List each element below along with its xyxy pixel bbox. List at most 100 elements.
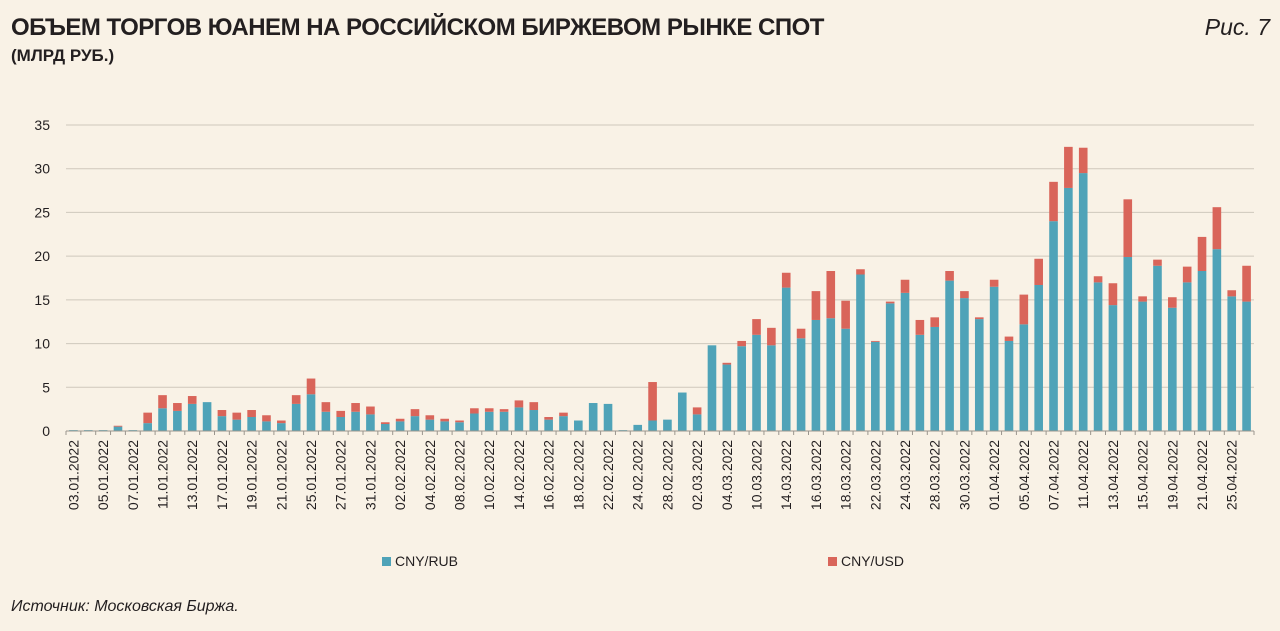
- x-tick-label: 16.02.2022: [541, 440, 557, 510]
- bar-cny-usd: [1138, 296, 1147, 302]
- figure-label: Рис. 7: [1204, 14, 1270, 40]
- bar-cny-usd: [767, 327, 776, 346]
- bar-cny-rub: [395, 421, 405, 431]
- chart-title: ОБЪЕМ ТОРГОВ ЮАНЕМ НА РОССИЙСКОМ БИРЖЕВО…: [11, 14, 824, 41]
- bar-cny-usd: [143, 412, 152, 424]
- bar-cny-rub: [291, 403, 301, 431]
- bar-cny-usd: [1153, 259, 1162, 266]
- bar-cny-usd: [811, 291, 821, 320]
- bar-cny-usd: [1019, 294, 1029, 325]
- bar-cny-rub: [1138, 301, 1147, 431]
- bar-cny-rub: [648, 420, 657, 431]
- bar-cny-usd: [1064, 146, 1073, 188]
- bar-cny-rub: [559, 416, 568, 431]
- bar-cny-rub: [915, 334, 925, 431]
- bar-cny-usd: [692, 407, 702, 415]
- bar-cny-usd: [306, 378, 316, 395]
- bar-cny-rub: [974, 319, 984, 431]
- bar-cny-rub: [1242, 301, 1251, 431]
- bar-cny-rub: [692, 414, 702, 431]
- bar-cny-rub: [737, 346, 746, 431]
- bar-cny-rub: [366, 414, 375, 431]
- x-tick-label: 28.02.2022: [659, 440, 675, 510]
- bar-cny-rub: [351, 411, 360, 431]
- bar-cny-rub: [989, 286, 999, 431]
- bar-cny-usd: [974, 317, 984, 320]
- bar-cny-rub: [945, 280, 954, 431]
- x-tick-label: 13.01.2022: [184, 440, 200, 510]
- bar-cny-usd: [321, 402, 331, 412]
- x-tick-label: 22.03.2022: [867, 440, 883, 510]
- bar-cny-usd: [841, 300, 850, 329]
- bar-cny-rub: [187, 403, 197, 431]
- legend-swatch: [382, 557, 391, 566]
- bar-cny-usd: [291, 395, 301, 404]
- bar-cny-usd: [410, 409, 420, 417]
- legend-label: CNY/RUB: [395, 553, 458, 569]
- bar-cny-usd: [514, 400, 524, 408]
- y-tick-label: 30: [34, 161, 50, 177]
- bar-cny-rub: [247, 417, 256, 431]
- bar-cny-rub: [1078, 173, 1088, 432]
- bar-cny-rub: [796, 338, 806, 431]
- y-tick-label: 20: [34, 248, 50, 264]
- bar-cny-rub: [484, 411, 494, 431]
- bar-cny-rub: [1168, 307, 1177, 431]
- bar-cny-rub: [321, 411, 331, 431]
- bar-cny-rub: [410, 416, 420, 431]
- x-tick-label: 24.03.2022: [897, 440, 913, 510]
- bar-cny-usd: [173, 403, 182, 411]
- bar-cny-usd: [247, 410, 256, 418]
- bar-cny-rub: [603, 403, 613, 431]
- x-tick-label: 01.04.2022: [986, 440, 1002, 510]
- x-tick-label: 28.03.2022: [927, 440, 943, 510]
- bar-cny-usd: [885, 301, 895, 304]
- bar-cny-usd: [989, 279, 999, 287]
- x-tick-label: 13.04.2022: [1105, 440, 1121, 510]
- y-tick-label: 0: [42, 423, 50, 439]
- bar-cny-rub: [1108, 305, 1118, 431]
- x-tick-label: 04.03.2022: [719, 440, 735, 510]
- x-tick-label: 21.01.2022: [273, 440, 289, 510]
- grid-lines: [66, 124, 1254, 388]
- x-tick-label: 08.02.2022: [452, 440, 468, 510]
- bar-cny-usd: [158, 395, 167, 409]
- bar-cny-usd: [1093, 276, 1103, 283]
- bar-cny-usd: [871, 340, 880, 342]
- x-tick-label: 25.04.2022: [1224, 440, 1240, 510]
- bar-cny-rub: [499, 411, 509, 431]
- x-tick-label: 18.02.2022: [570, 440, 586, 510]
- bar-cny-rub: [336, 417, 346, 431]
- bar-cny-rub: [262, 421, 271, 431]
- bar-cny-usd: [1227, 290, 1237, 297]
- bar-cny-rub: [663, 419, 672, 431]
- y-axis-tick-labels: 0 5 10 15 20 25 30 35: [34, 117, 50, 439]
- bar-cny-rub: [440, 421, 449, 431]
- bar-cny-rub: [1049, 221, 1058, 431]
- bar-cny-rub: [960, 298, 969, 431]
- y-tick-label: 10: [34, 336, 50, 352]
- bar-cny-rub: [514, 407, 524, 431]
- bar-cny-usd: [351, 403, 360, 412]
- bar-cny-usd: [1034, 258, 1043, 285]
- bar-cny-rub: [1227, 296, 1237, 431]
- bar-cny-usd: [737, 340, 746, 347]
- x-tick-label: 16.03.2022: [808, 440, 824, 510]
- x-tick-label: 02.02.2022: [392, 440, 408, 510]
- bar-cny-rub: [217, 416, 227, 431]
- bar-cny-rub: [380, 424, 390, 431]
- bar-cny-rub: [470, 413, 479, 431]
- bar-cny-rub: [1153, 265, 1162, 431]
- bar-cny-usd: [366, 406, 375, 415]
- bar-cny-rub: [588, 403, 598, 431]
- bar-cny-rub: [544, 419, 553, 431]
- bar-cny-rub: [1034, 284, 1043, 431]
- bar-cny-usd: [915, 319, 925, 335]
- bar-cny-usd: [217, 410, 227, 417]
- bar-cny-usd: [722, 362, 732, 365]
- bar-cny-usd: [1197, 236, 1207, 272]
- bar-cny-rub: [900, 292, 910, 431]
- bar-cny-usd: [187, 396, 197, 404]
- x-tick-label: 21.04.2022: [1194, 440, 1210, 510]
- y-tick-label: 35: [34, 117, 50, 133]
